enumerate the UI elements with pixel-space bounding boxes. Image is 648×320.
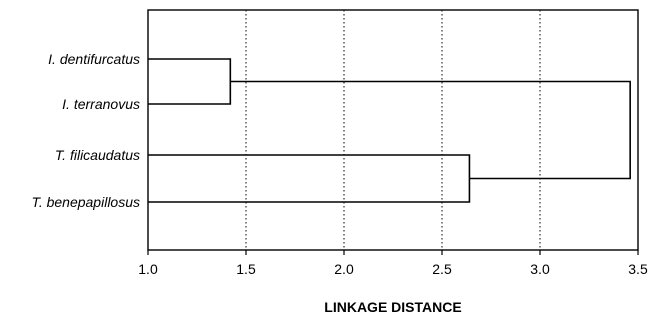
x-tick-label: 3.5 <box>628 261 648 277</box>
leaf-label: T. filicaudatus <box>55 147 140 163</box>
dendrogram-link <box>148 154 471 203</box>
grid-lines <box>245 10 541 250</box>
x-tick-label: 1.0 <box>138 261 158 277</box>
dendrogram-link <box>230 80 631 180</box>
x-axis-title: LINKAGE DISTANCE <box>324 299 461 315</box>
x-axis-ticks: 1.0 1.5 2.0 2.5 3.0 3.5 <box>138 250 648 277</box>
dendrogram-link <box>148 58 232 105</box>
x-tick-label: 1.5 <box>236 261 256 277</box>
plot-frame <box>147 9 639 251</box>
x-tick-label: 2.5 <box>432 261 452 277</box>
dendrogram-links <box>148 58 631 203</box>
x-tick-label: 3.0 <box>530 261 550 277</box>
leaf-labels: I. dentifurcatus I. terranovus T. filicaud… <box>32 51 140 210</box>
x-tick-label: 2.0 <box>334 261 354 277</box>
leaf-label: T. benepapillosus <box>32 194 140 210</box>
leaf-label: I. dentifurcatus <box>48 51 140 67</box>
leaf-label: I. terranovus <box>62 96 140 112</box>
